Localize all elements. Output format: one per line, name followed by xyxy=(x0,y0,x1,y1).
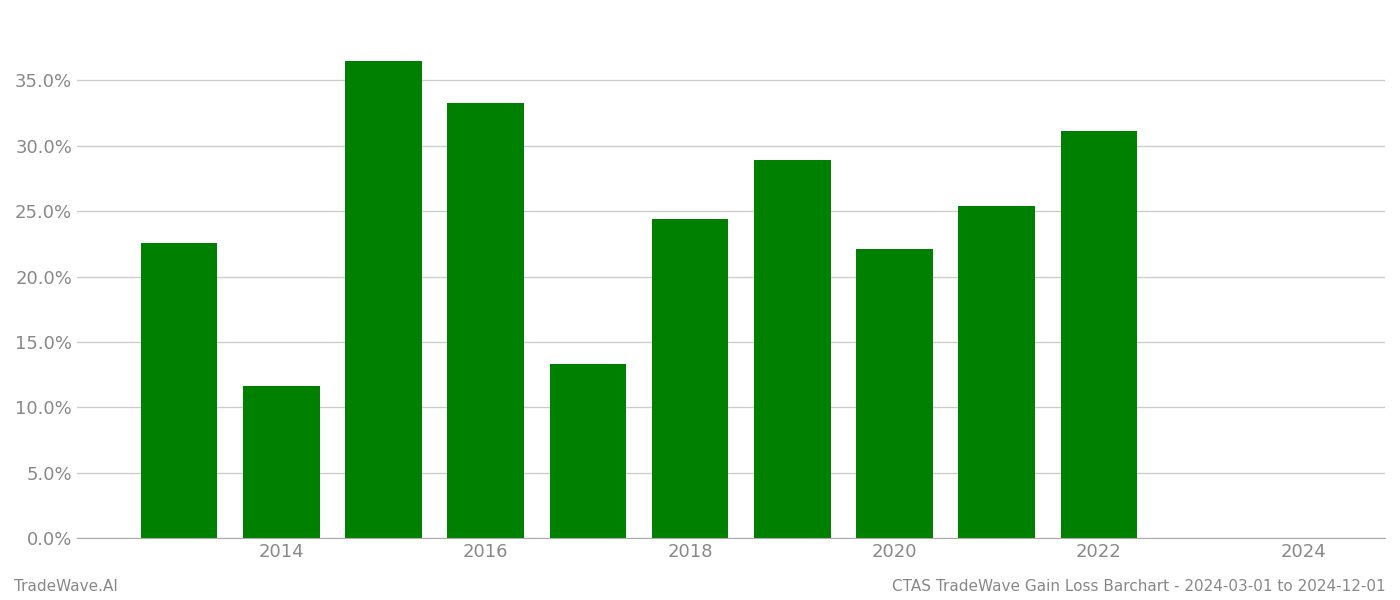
Bar xyxy=(141,242,217,538)
Text: TradeWave.AI: TradeWave.AI xyxy=(14,579,118,594)
Bar xyxy=(857,249,932,538)
Bar xyxy=(755,160,830,538)
Bar xyxy=(448,103,524,538)
Bar xyxy=(346,61,421,538)
Bar xyxy=(1061,131,1137,538)
Bar xyxy=(959,206,1035,538)
Text: CTAS TradeWave Gain Loss Barchart - 2024-03-01 to 2024-12-01: CTAS TradeWave Gain Loss Barchart - 2024… xyxy=(892,579,1386,594)
Bar xyxy=(652,219,728,538)
Bar xyxy=(244,386,319,538)
Bar xyxy=(550,364,626,538)
